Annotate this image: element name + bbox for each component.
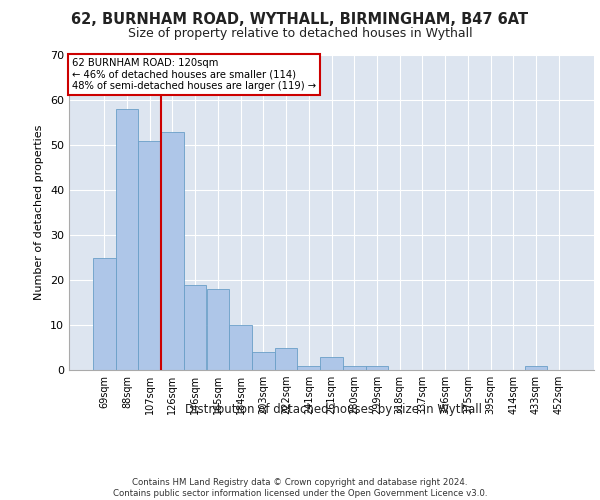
Bar [93,258,116,370]
Bar [184,284,206,370]
Text: Contains HM Land Registry data © Crown copyright and database right 2024.
Contai: Contains HM Land Registry data © Crown c… [113,478,487,498]
Bar [365,366,388,370]
Bar [116,109,139,370]
Text: 62, BURNHAM ROAD, WYTHALL, BIRMINGHAM, B47 6AT: 62, BURNHAM ROAD, WYTHALL, BIRMINGHAM, B… [71,12,529,28]
Bar [343,366,365,370]
Y-axis label: Number of detached properties: Number of detached properties [34,125,44,300]
Bar [524,366,547,370]
Text: Distribution of detached houses by size in Wythall: Distribution of detached houses by size … [185,402,482,415]
Bar [206,289,229,370]
Bar [298,366,320,370]
Bar [275,348,298,370]
Bar [320,356,343,370]
Text: Size of property relative to detached houses in Wythall: Size of property relative to detached ho… [128,28,472,40]
Text: 62 BURNHAM ROAD: 120sqm
← 46% of detached houses are smaller (114)
48% of semi-d: 62 BURNHAM ROAD: 120sqm ← 46% of detache… [71,58,316,92]
Bar [161,132,184,370]
Bar [252,352,275,370]
Bar [139,140,161,370]
Bar [229,325,252,370]
